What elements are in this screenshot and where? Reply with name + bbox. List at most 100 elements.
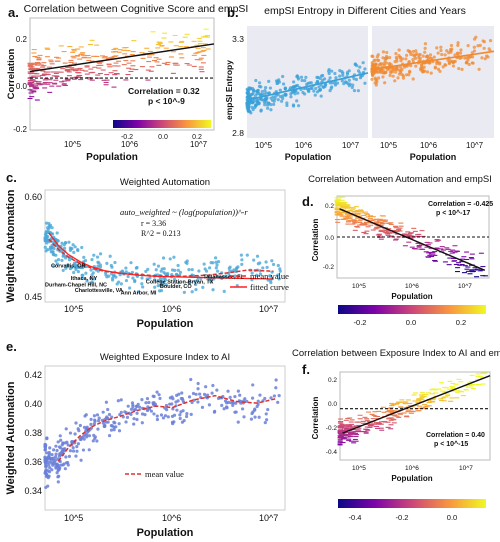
panel-b-2011-point [289, 95, 293, 99]
panel-c-fitted-curve [48, 232, 274, 280]
panel-a-ytick: 0.0 [16, 82, 28, 91]
panel-c-point [76, 247, 80, 252]
panel-e-xtick: 10^6 [162, 513, 181, 523]
panel-e-point [242, 415, 246, 419]
panel-b-2020-point [370, 77, 374, 81]
panel-c-point [90, 258, 94, 262]
panel-e-point [92, 422, 96, 426]
panel-c-point [45, 230, 50, 234]
panel-b-2011-point [330, 69, 334, 73]
panel-e-point [43, 469, 48, 473]
panel-e-ylabel: Weighted Automation [5, 381, 17, 494]
panel-c-stat: r = 3.36 [141, 219, 166, 228]
panel-e-point [48, 460, 52, 464]
panel-f-xlabel: Population [391, 474, 432, 483]
panel-c-point [162, 267, 166, 271]
panel-b-fit-lines [246, 50, 495, 101]
panel-b-2011-point [334, 76, 338, 80]
panel-c-point [89, 268, 93, 272]
panel-c-point [124, 270, 128, 274]
panel-c-point [119, 282, 123, 286]
panel-c-point [52, 246, 56, 251]
panel-e-point [112, 420, 116, 424]
panel-b-2011-point [358, 76, 363, 80]
panel-b-2011-point [246, 91, 250, 95]
panel-e-point [135, 417, 139, 422]
panel-f-colorbar [338, 499, 486, 508]
panel-c-legend-fit: fitted curve [250, 282, 289, 292]
panel-d-annotation: Correlation = -0.425 [428, 201, 493, 208]
panel-f-xtick: 10^7 [459, 465, 473, 472]
panel-c-point [146, 267, 150, 271]
panel-c-point [215, 263, 219, 267]
panel-e-point [240, 407, 245, 411]
panel-e-point [257, 415, 261, 419]
panel-f-colorbar-tick: -0.4 [349, 513, 362, 522]
panel-b-2011-point [281, 94, 285, 98]
panel-e-points [43, 377, 281, 490]
panel-c-point [104, 273, 108, 277]
panel-f-ylabel: Correlation [311, 397, 320, 440]
panel-d-ytick: -0.2 [323, 264, 335, 271]
panel-e-point [125, 415, 130, 419]
panel-e-point [44, 464, 48, 469]
panel-d-ytick: 0.2 [325, 203, 334, 210]
panel-b-2011-point [264, 96, 268, 100]
panel-b-2020-point [471, 61, 475, 65]
panel-b-2020-point [414, 49, 418, 53]
panel-c-point [152, 262, 156, 266]
panel-f-colorbar-tick: -0.2 [396, 513, 409, 522]
panel-c-point [92, 253, 96, 257]
panel-b-2020-point [482, 40, 486, 44]
panel-b-2020-point [388, 73, 392, 78]
panel-c-point [111, 274, 116, 278]
panel-c-point [85, 279, 89, 283]
panel-a-colorbar-tick: 0.2 [192, 134, 202, 141]
panel-c-point [240, 262, 244, 266]
panel-c-point [71, 243, 75, 247]
panel-e-point [190, 400, 194, 405]
panel-b-2011-point [296, 91, 300, 95]
panel-e-point [104, 420, 108, 424]
panel-b-xtick: 10^7 [466, 141, 484, 150]
panel-e-point [152, 412, 156, 416]
panel-b-2011-point [285, 103, 289, 108]
panel-e-point [61, 441, 65, 445]
panel-e-point [185, 414, 189, 419]
panel-e-point [155, 417, 160, 422]
panel-b-2020-point [414, 56, 418, 61]
panel-b-2020-point [423, 46, 427, 50]
panel-c-point [144, 269, 148, 273]
panel-e-point [61, 447, 65, 451]
panel-c-point [239, 253, 243, 257]
panel-e-point [73, 432, 77, 436]
panel-b-2011-point [263, 88, 267, 93]
panel-e-point [132, 422, 136, 426]
panel-e-point [140, 412, 145, 416]
panel-e-point [43, 456, 47, 460]
panel-c-point [55, 239, 60, 243]
panel-e-point [196, 400, 200, 404]
panel-e-point [263, 396, 267, 401]
panel-b-2020-point [385, 56, 389, 60]
panel-b-2020-point [371, 54, 375, 59]
panel-c-point [128, 286, 132, 290]
panel-e-point [43, 443, 48, 447]
panel-e-point [155, 390, 159, 394]
panel-b-2020-point [427, 61, 431, 65]
panel-b-2011-point [341, 73, 345, 77]
panel-b-2011-point [296, 104, 301, 108]
panel-b-2011-point [259, 85, 263, 89]
panel-b-2011-point [245, 103, 249, 108]
panel-b-2020-point [448, 59, 452, 63]
panel-e-point [166, 415, 170, 419]
panel-b-2011-point [263, 103, 267, 107]
panel-e-point [276, 400, 280, 405]
panel-e-legend-mean: mean value [145, 469, 184, 479]
panel-e-point [52, 448, 56, 452]
panel-f-xtick: 10^6 [405, 465, 419, 472]
panel-b-2020-point [370, 64, 374, 68]
panel-e-point [185, 411, 189, 416]
panel-d-ylabel: Correlation [311, 219, 320, 262]
panel-b-2020-point [383, 81, 387, 85]
